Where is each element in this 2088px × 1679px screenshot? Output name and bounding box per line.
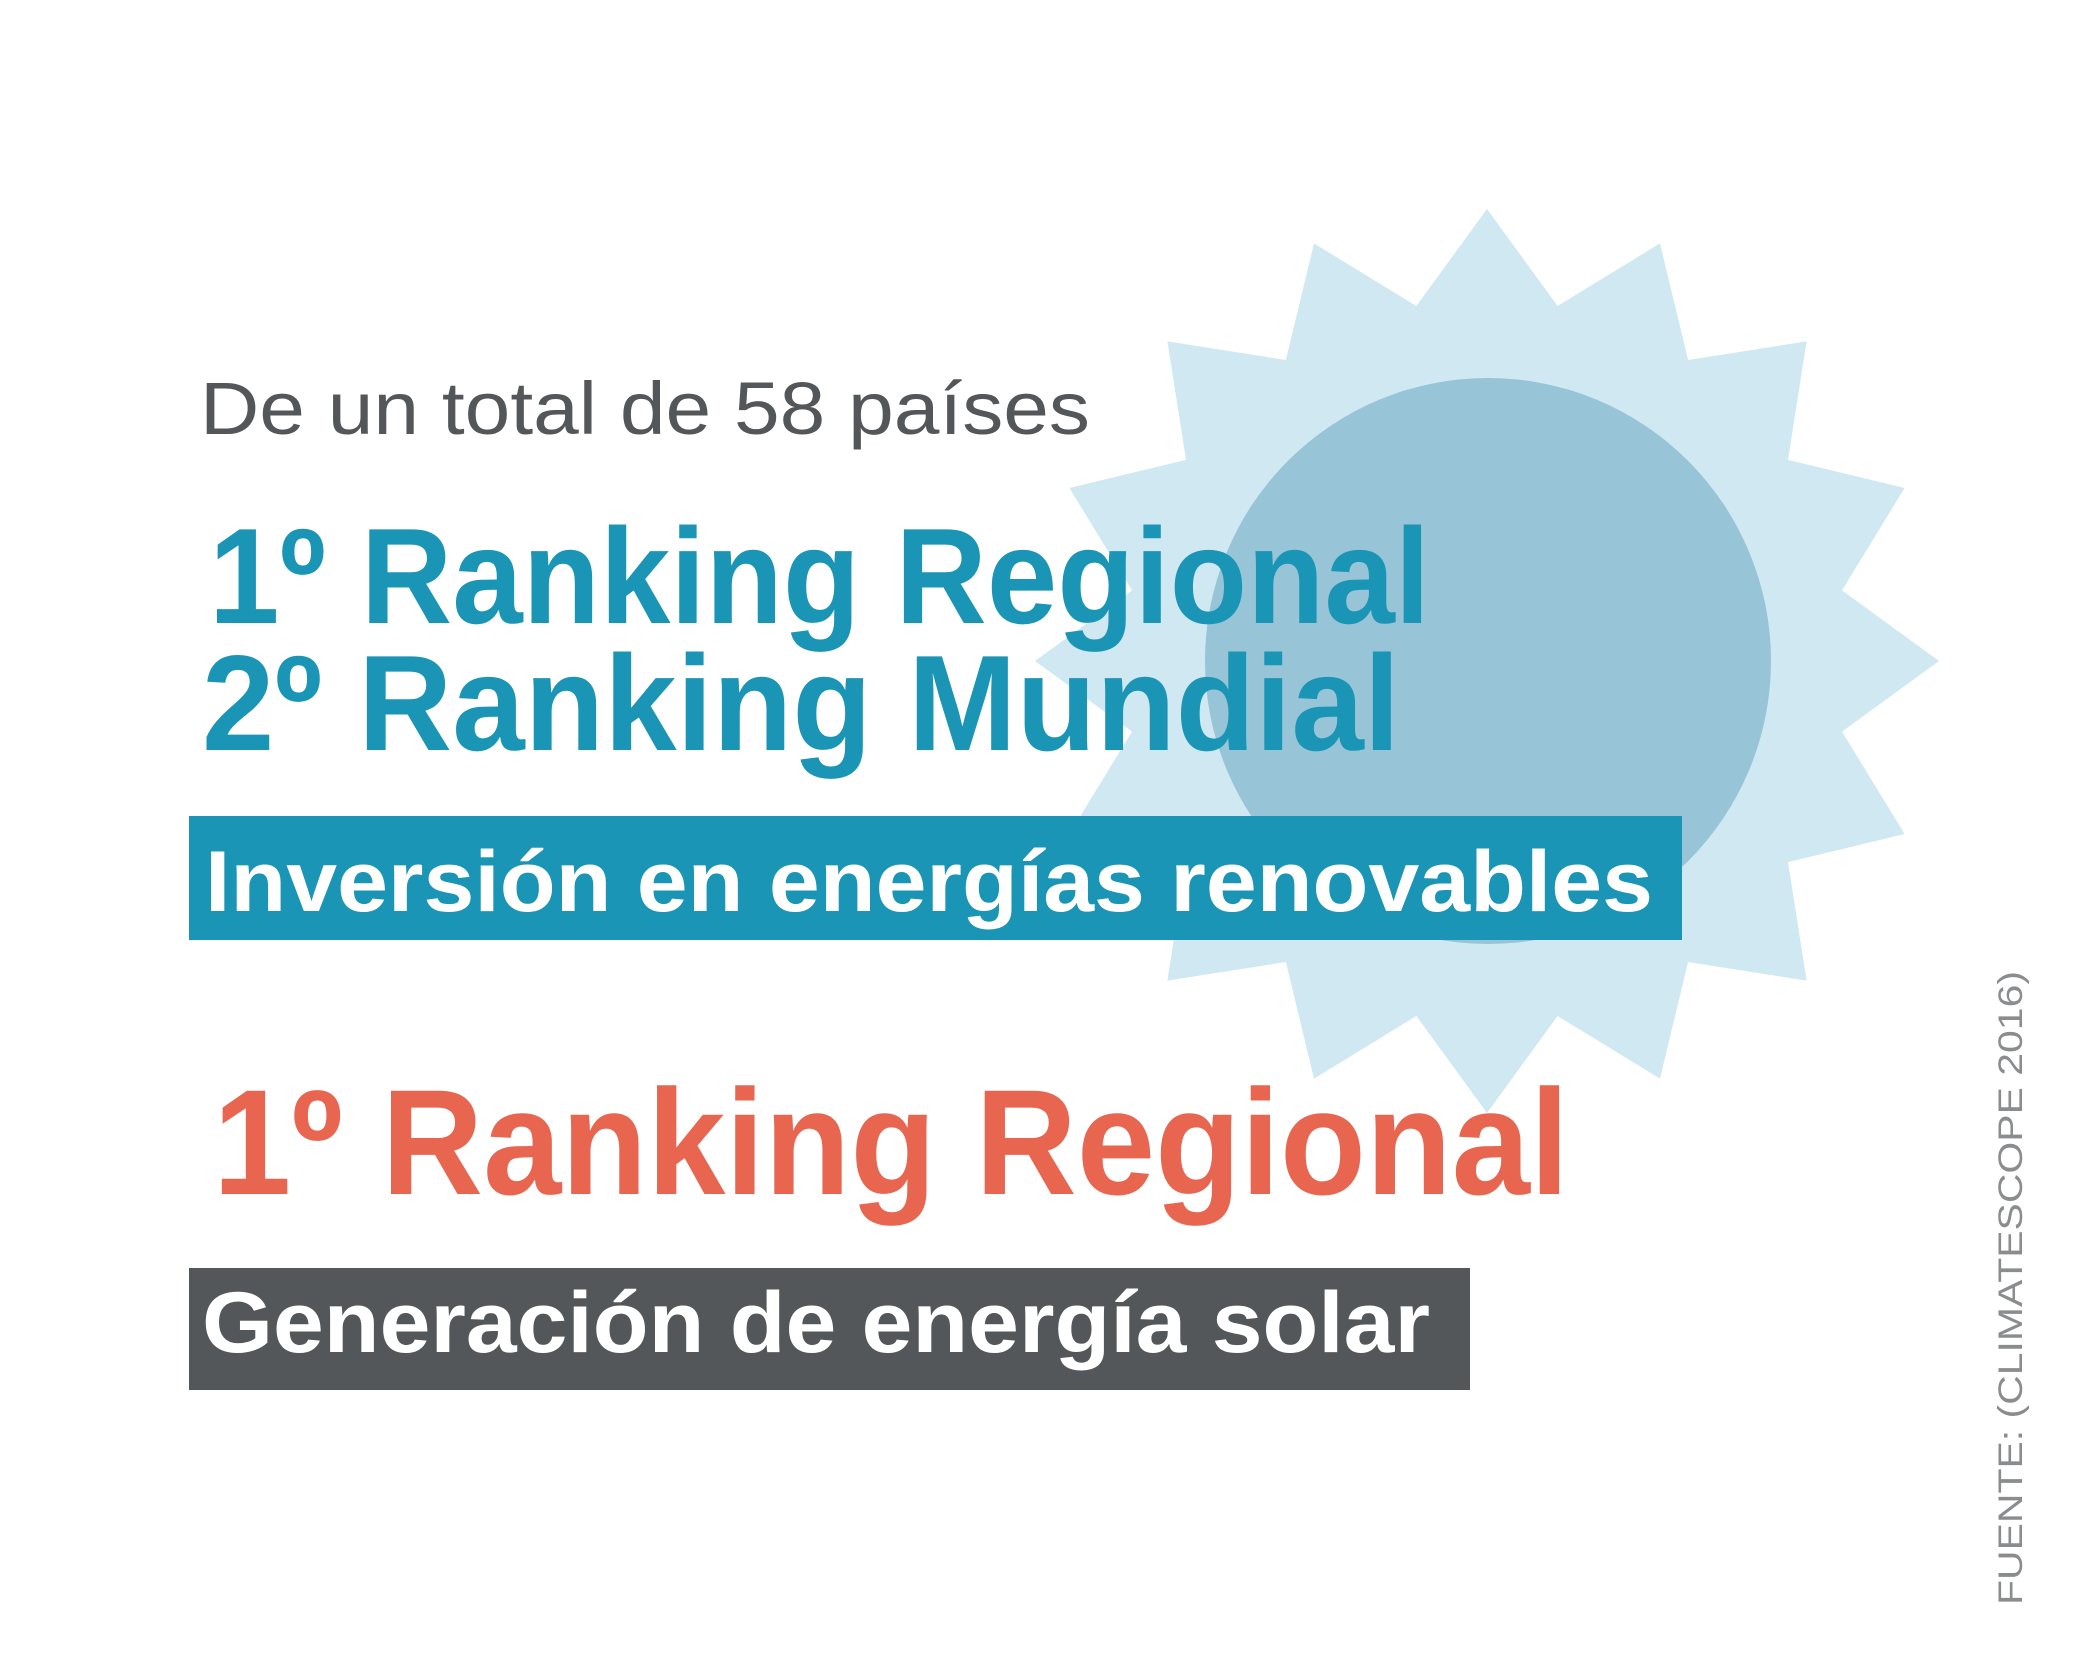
solar-label-box bbox=[189, 1268, 1470, 1390]
intro-text: De un total de 58 países bbox=[200, 367, 1090, 450]
solar-label: Generación de energía solar bbox=[202, 1275, 1430, 1371]
solar-regional-rank: 1º Ranking Regional bbox=[213, 1058, 1569, 1226]
investment-label: Inversión en energías renovables bbox=[205, 834, 1653, 930]
source-note: FUENTE: (CLIMATESCOPE 2016) bbox=[1992, 971, 2030, 1605]
sun-disc bbox=[1205, 378, 1771, 944]
investment-label-box bbox=[189, 816, 1682, 940]
investment-world-rank: 2º Ranking Mundial bbox=[202, 627, 1400, 779]
investment-regional-rank: 1º Ranking Regional bbox=[209, 500, 1430, 652]
